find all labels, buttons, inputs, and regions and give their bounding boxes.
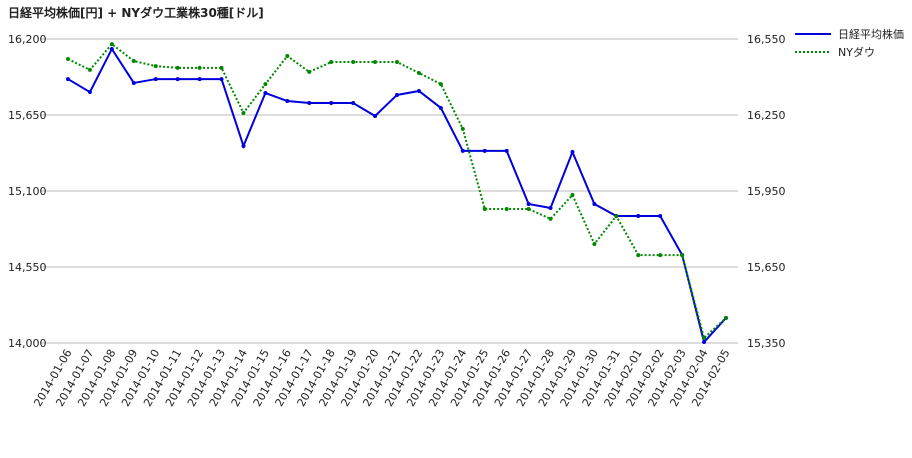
- legend-label: 日経平均株価: [838, 27, 904, 41]
- point: [307, 69, 312, 74]
- point: [307, 100, 312, 105]
- chart-title: 日経平均株価[円] + NYダウ工業株30種[ドル]: [8, 5, 264, 20]
- point: [658, 214, 663, 219]
- point: [285, 99, 290, 104]
- point: [109, 46, 114, 51]
- point: [66, 77, 70, 82]
- y-tick-label: 15,650: [8, 109, 47, 122]
- point: [197, 77, 202, 82]
- point: [329, 60, 334, 65]
- point: [351, 60, 356, 65]
- point: [395, 60, 399, 65]
- point: [87, 67, 92, 72]
- point: [416, 88, 421, 93]
- point: [263, 82, 268, 87]
- point: [636, 253, 641, 258]
- y2-tick-label: 15,950: [747, 185, 786, 198]
- point: [131, 59, 136, 64]
- point: [548, 205, 553, 210]
- point: [219, 65, 224, 70]
- point: [504, 206, 509, 211]
- point: [175, 77, 180, 82]
- point: [131, 80, 136, 85]
- point: [702, 340, 707, 345]
- point: [153, 64, 158, 69]
- point: [153, 77, 158, 82]
- point: [460, 148, 465, 153]
- point: [526, 206, 531, 211]
- point: [592, 241, 597, 246]
- point: [351, 100, 356, 105]
- point: [592, 201, 597, 206]
- point: [109, 42, 114, 47]
- point: [680, 253, 685, 258]
- y-tick-label: 16,200: [8, 33, 47, 46]
- y2-tick-label: 15,350: [747, 337, 786, 350]
- legend-label: NYダウ: [838, 45, 875, 59]
- point: [66, 57, 70, 62]
- point: [219, 77, 224, 82]
- point: [263, 91, 268, 96]
- point: [438, 105, 443, 110]
- point: [482, 206, 487, 211]
- point: [395, 92, 399, 97]
- point: [373, 60, 378, 65]
- y-tick-label: 14,000: [8, 337, 47, 350]
- point: [87, 90, 92, 95]
- point: [416, 70, 421, 75]
- point: [504, 148, 509, 153]
- point: [614, 214, 619, 219]
- point: [548, 216, 553, 221]
- y-tick-label: 14,550: [8, 261, 47, 274]
- point: [241, 143, 246, 148]
- point: [570, 193, 575, 198]
- point: [460, 126, 465, 131]
- point: [285, 53, 290, 58]
- y2-tick-label: 15,650: [747, 261, 786, 274]
- point: [329, 100, 334, 105]
- point: [438, 82, 443, 87]
- point: [241, 110, 246, 115]
- point: [658, 253, 663, 258]
- point: [175, 65, 180, 70]
- point: [482, 148, 487, 153]
- point: [197, 65, 202, 70]
- point: [526, 201, 531, 206]
- point: [724, 315, 728, 320]
- series-line: [67, 46, 727, 345]
- y2-tick-label: 16,550: [747, 33, 786, 46]
- y-tick-label: 15,100: [8, 185, 47, 198]
- point: [373, 113, 378, 118]
- point: [636, 214, 641, 219]
- point: [570, 150, 575, 155]
- y2-tick-label: 16,250: [747, 109, 786, 122]
- point: [702, 335, 707, 340]
